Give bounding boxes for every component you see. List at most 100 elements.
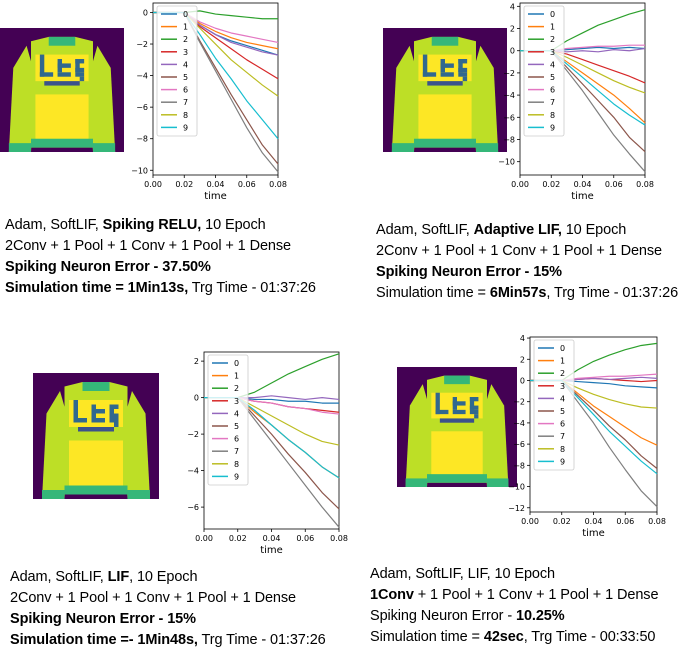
y-tick-label: 0 bbox=[520, 376, 525, 385]
legend-label: 6 bbox=[183, 86, 188, 95]
x-tick-label: 0.00 bbox=[144, 180, 162, 189]
legend bbox=[523, 5, 565, 137]
y-tick-label: 4 bbox=[520, 334, 525, 343]
legend-label: 2 bbox=[560, 369, 565, 378]
line-chart-2: 0.00 0.02 0.04 0.06 0.08 time 4 2 0 −2 −4 −6 −8 −10 0 1… bbox=[498, 2, 654, 202]
legend-label: 8 bbox=[234, 460, 239, 469]
x-tick-label: 0.04 bbox=[207, 180, 225, 189]
caption-3-line-4: Simulation time =- 1Min48s, Trg Time - 0… bbox=[10, 632, 326, 648]
legend-label: 2 bbox=[550, 35, 555, 44]
x-tick-label: 0.08 bbox=[636, 180, 654, 189]
y-tick-label: 2 bbox=[510, 25, 515, 34]
legend-label: 4 bbox=[234, 409, 239, 418]
caption-1-line-2: 2Conv + 1 Pool + 1 Conv + 1 Pool + 1 Den… bbox=[5, 238, 291, 254]
y-tick-label: −4 bbox=[187, 467, 199, 476]
caption-2-line-2: 2Conv + 1 Pool + 1 Conv + 1 Pool + 1 Den… bbox=[376, 243, 662, 259]
caption-3-line-2: 2Conv + 1 Pool + 1 Conv + 1 Pool + 1 Den… bbox=[10, 590, 296, 606]
caption-3-line-3: Spiking Neuron Error - 15% bbox=[10, 611, 196, 627]
y-tick-label: 0 bbox=[510, 47, 515, 56]
legend-label: 0 bbox=[183, 10, 188, 19]
sweater-image-2 bbox=[383, 28, 507, 152]
legend-label: 1 bbox=[183, 23, 188, 32]
legend-label: 2 bbox=[234, 384, 239, 393]
caption-4-line-3: Spiking Neuron Error - 10.25% bbox=[370, 608, 565, 624]
y-tick-label: −4 bbox=[503, 91, 515, 100]
legend-label: 0 bbox=[550, 10, 555, 19]
legend-label: 4 bbox=[550, 60, 555, 69]
x-tick-label: 0.02 bbox=[542, 180, 560, 189]
legend-label: 7 bbox=[183, 98, 188, 107]
y-tick-label: −8 bbox=[503, 135, 515, 144]
y-tick-label: −6 bbox=[187, 503, 199, 512]
legend-label: 0 bbox=[560, 344, 565, 353]
legend-label: 9 bbox=[183, 123, 188, 132]
x-axis-label: time bbox=[571, 191, 594, 202]
legend-label: 4 bbox=[183, 60, 188, 69]
legend-label: 7 bbox=[550, 98, 555, 107]
y-tick-label: −2 bbox=[513, 398, 525, 407]
caption-1-line-1: Adam, SoftLIF, Spiking RELU, 10 Epoch bbox=[5, 217, 266, 233]
x-tick-label: 0.08 bbox=[269, 180, 287, 189]
caption-4-line-4: Simulation time = 42sec, Trg Time - 00:3… bbox=[370, 629, 656, 645]
legend-label: 1 bbox=[560, 357, 565, 366]
y-tick-label: −4 bbox=[136, 72, 148, 81]
caption-3: Adam, SoftLIF, LIF, 10 Epoch 2Conv + 1 P… bbox=[10, 567, 326, 651]
x-axis-label: time bbox=[204, 191, 227, 202]
sweater-image-1 bbox=[0, 28, 124, 152]
y-tick-label: −10 bbox=[131, 166, 148, 175]
legend bbox=[533, 339, 575, 471]
legend-label: 1 bbox=[234, 372, 239, 381]
legend-label: 3 bbox=[560, 382, 565, 391]
legend-label: 7 bbox=[560, 432, 565, 441]
caption-2-line-1: Adam, SoftLIF, Adaptive LIF, 10 Epoch bbox=[376, 222, 627, 238]
caption-2-line-3: Spiking Neuron Error - 15% bbox=[376, 264, 562, 280]
x-tick-label: 0.06 bbox=[238, 180, 256, 189]
x-tick-label: 0.02 bbox=[229, 534, 247, 543]
legend-label: 5 bbox=[550, 73, 555, 82]
y-tick-label: −2 bbox=[187, 430, 199, 439]
y-tick-label: −12 bbox=[508, 504, 525, 513]
line-chart-4: 0.00 0.02 0.04 0.06 0.08 time 4 2 0 −2 −4 −6 −8 −10 −1… bbox=[508, 334, 666, 539]
x-tick-label: 0.06 bbox=[616, 517, 634, 526]
x-tick-label: 0.04 bbox=[263, 534, 281, 543]
legend-label: 3 bbox=[234, 397, 239, 406]
y-tick-label: −6 bbox=[513, 440, 525, 449]
legend-label: 2 bbox=[183, 35, 188, 44]
y-tick-label: −2 bbox=[136, 40, 148, 49]
y-tick-label: 2 bbox=[520, 355, 525, 364]
x-tick-label: 0.04 bbox=[585, 517, 603, 526]
x-tick-label: 0.08 bbox=[330, 534, 348, 543]
legend-label: 5 bbox=[234, 422, 239, 431]
y-tick-label: −10 bbox=[508, 483, 525, 492]
x-tick-label: 0.00 bbox=[195, 534, 213, 543]
caption-1: Adam, SoftLIF, Spiking RELU, 10 Epoch 2C… bbox=[5, 215, 316, 299]
x-tick-label: 0.02 bbox=[553, 517, 571, 526]
legend-label: 6 bbox=[560, 420, 565, 429]
legend-label: 1 bbox=[550, 23, 555, 32]
caption-4-line-2: 1Conv + 1 Pool + 1 Conv + 1 Pool + 1 Den… bbox=[370, 587, 659, 603]
legend-label: 3 bbox=[183, 48, 188, 57]
legend bbox=[207, 354, 249, 486]
x-tick-label: 0.08 bbox=[648, 517, 666, 526]
x-tick-label: 0.06 bbox=[605, 180, 623, 189]
y-tick-label: −8 bbox=[136, 135, 148, 144]
x-tick-label: 0.02 bbox=[175, 180, 193, 189]
legend-label: 8 bbox=[183, 111, 188, 120]
sweater-image-4 bbox=[397, 367, 517, 487]
legend-label: 3 bbox=[550, 48, 555, 57]
caption-2: Adam, SoftLIF, Adaptive LIF, 10 Epoch 2C… bbox=[376, 220, 678, 304]
legend-label: 9 bbox=[560, 457, 565, 466]
legend-label: 8 bbox=[550, 111, 555, 120]
legend-label: 6 bbox=[550, 86, 555, 95]
y-tick-label: 4 bbox=[510, 2, 515, 11]
y-tick-label: −2 bbox=[503, 69, 515, 78]
legend-label: 7 bbox=[234, 447, 239, 456]
y-tick-label: −8 bbox=[513, 461, 525, 470]
sweater-image-3 bbox=[33, 373, 159, 499]
caption-2-line-4: Simulation time = 6Min57s, Trg Time - 01… bbox=[376, 285, 679, 301]
y-tick-label: −6 bbox=[136, 103, 148, 112]
caption-4: Adam, SoftLIF, LIF, 10 Epoch 1Conv + 1 P… bbox=[370, 564, 659, 648]
x-tick-label: 0.00 bbox=[511, 180, 529, 189]
legend-label: 5 bbox=[183, 73, 188, 82]
x-tick-label: 0.00 bbox=[521, 517, 539, 526]
